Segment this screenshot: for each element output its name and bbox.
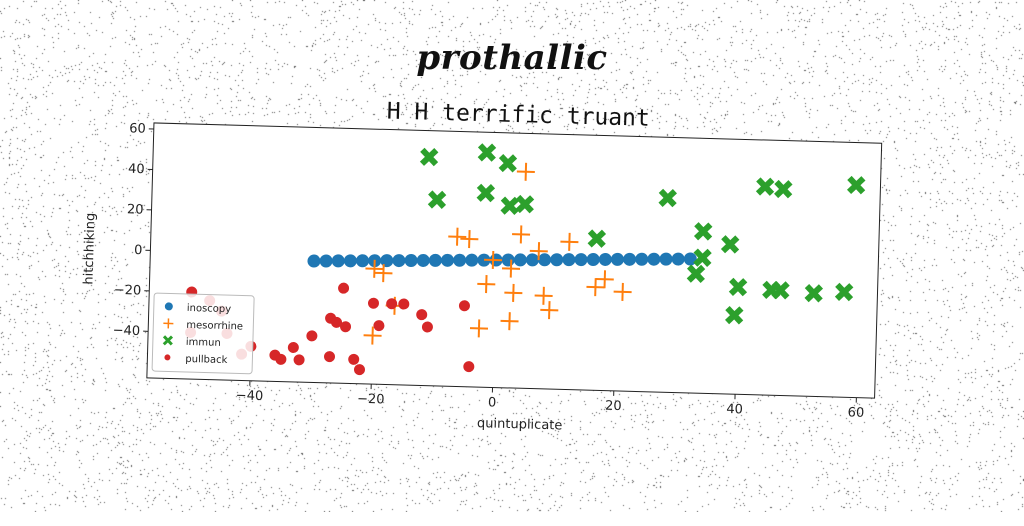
x-tick-label: −40 <box>236 388 264 404</box>
y-tick-label: −20 <box>114 283 142 299</box>
x-tick-label: −20 <box>357 392 385 408</box>
legend-label: mesorrhine <box>186 320 243 333</box>
x-tick-label: 0 <box>488 395 497 410</box>
x-tick-label: 60 <box>847 405 864 420</box>
legend-label: immun <box>186 337 221 349</box>
y-tick-label: −40 <box>112 323 140 339</box>
chart-title: H H terrific truant <box>386 98 650 131</box>
y-tick-label: 40 <box>128 162 145 177</box>
legend-label: inoscopy <box>187 303 232 315</box>
x-axis-label: quintuplicate <box>477 416 563 433</box>
x-tick-label: 40 <box>726 402 743 417</box>
y-tick-label: 20 <box>127 202 144 217</box>
y-tick-label: 60 <box>129 121 146 136</box>
legend: inoscopy mesorrhine immun pullback <box>152 293 254 374</box>
x-tick-label: 20 <box>605 399 622 414</box>
y-axis-label: hitchhiking <box>81 213 98 285</box>
legend-label: pullback <box>185 354 228 366</box>
y-tick-label: 0 <box>134 243 143 258</box>
